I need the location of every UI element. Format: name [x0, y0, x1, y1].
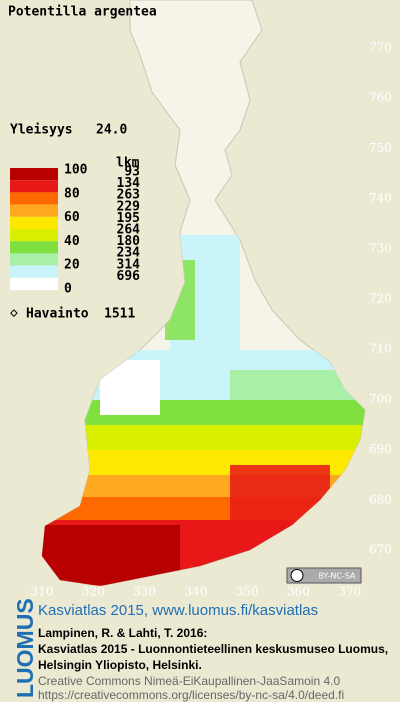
finland	[41, 0, 366, 587]
legend-count: 263	[117, 188, 140, 203]
northing-label: 690	[369, 442, 392, 456]
northing-label: 770	[369, 41, 392, 55]
legend-swatch	[10, 192, 58, 205]
legend-count: 195	[117, 211, 140, 226]
legend-scale-label: 0	[64, 282, 72, 297]
legend-count: 180	[117, 234, 141, 249]
easting-label: 310	[31, 585, 54, 599]
northing-label: 760	[369, 91, 392, 105]
northing-label: 730	[369, 241, 392, 255]
citation-line: Helsingin Yliopisto, Helsinki.	[38, 658, 202, 672]
brand: LUOMUS	[12, 598, 38, 698]
legend-count: 696	[117, 269, 141, 284]
legend-swatch	[10, 229, 58, 242]
legend-swatch	[10, 277, 58, 290]
frequency-label: Yleisyys	[10, 123, 73, 138]
legend-swatch	[10, 168, 58, 181]
easting-label: 350	[236, 585, 259, 599]
legend-header: lkm	[116, 156, 140, 171]
legend-scale-label: 100	[64, 163, 88, 178]
easting-label: 360	[287, 585, 310, 599]
observation-count: 1511	[104, 307, 135, 322]
easting-label: 340	[184, 585, 207, 599]
legend-count: 314	[117, 257, 141, 272]
northing-label: 710	[369, 342, 392, 356]
legend-swatch	[10, 265, 58, 278]
northing-label: 740	[369, 191, 392, 205]
easting-label: 320	[82, 585, 105, 599]
legend-swatch	[10, 216, 58, 229]
northing-label: 680	[369, 492, 392, 506]
legend-scale-label: 80	[64, 186, 80, 201]
legend-swatch	[10, 253, 58, 266]
density-cells	[42, 235, 365, 586]
legend-count: 234	[117, 246, 141, 261]
citation-line: Kasviatlas 2015 - Luonnontieteellinen ke…	[38, 642, 388, 656]
legend-count: 229	[117, 199, 140, 214]
frequency-value: 24.0	[96, 123, 127, 138]
legend-swatch	[10, 204, 58, 217]
easting-label: 370	[338, 585, 361, 599]
northing-label: 750	[369, 141, 392, 155]
license-badge: BY-NC-SA	[318, 572, 356, 581]
legend-scale-label: 20	[64, 258, 80, 273]
northing-label: 700	[369, 392, 392, 406]
title: Potentilla argentea	[8, 5, 157, 20]
legend-count: 93	[124, 165, 140, 180]
legend-count: 134	[117, 176, 141, 191]
legend-count: 264	[117, 223, 141, 238]
observation-label: Havainto	[26, 307, 89, 322]
observation-symbol: ◇	[10, 306, 18, 321]
cc-badge: BY-NC-SA	[286, 567, 362, 584]
license-line: Creative Commons Nimeä-EiKaupallinen-Jaa…	[38, 674, 340, 688]
link: Kasviatlas 2015, www.luomus.fi/kasviatla…	[38, 602, 318, 619]
easting-label: 330	[133, 585, 156, 599]
legend-swatch	[10, 180, 58, 193]
legend-scale-label: 60	[64, 210, 80, 225]
license-line: https://creativecommons.org/licenses/by-…	[38, 688, 344, 702]
northing-label: 670	[369, 543, 392, 557]
northing-label: 720	[369, 292, 392, 306]
citation-line: Lampinen, R. & Lahti, T. 2016:	[38, 626, 207, 640]
legend-scale-label: 40	[64, 234, 80, 249]
legend-swatch	[10, 241, 58, 254]
